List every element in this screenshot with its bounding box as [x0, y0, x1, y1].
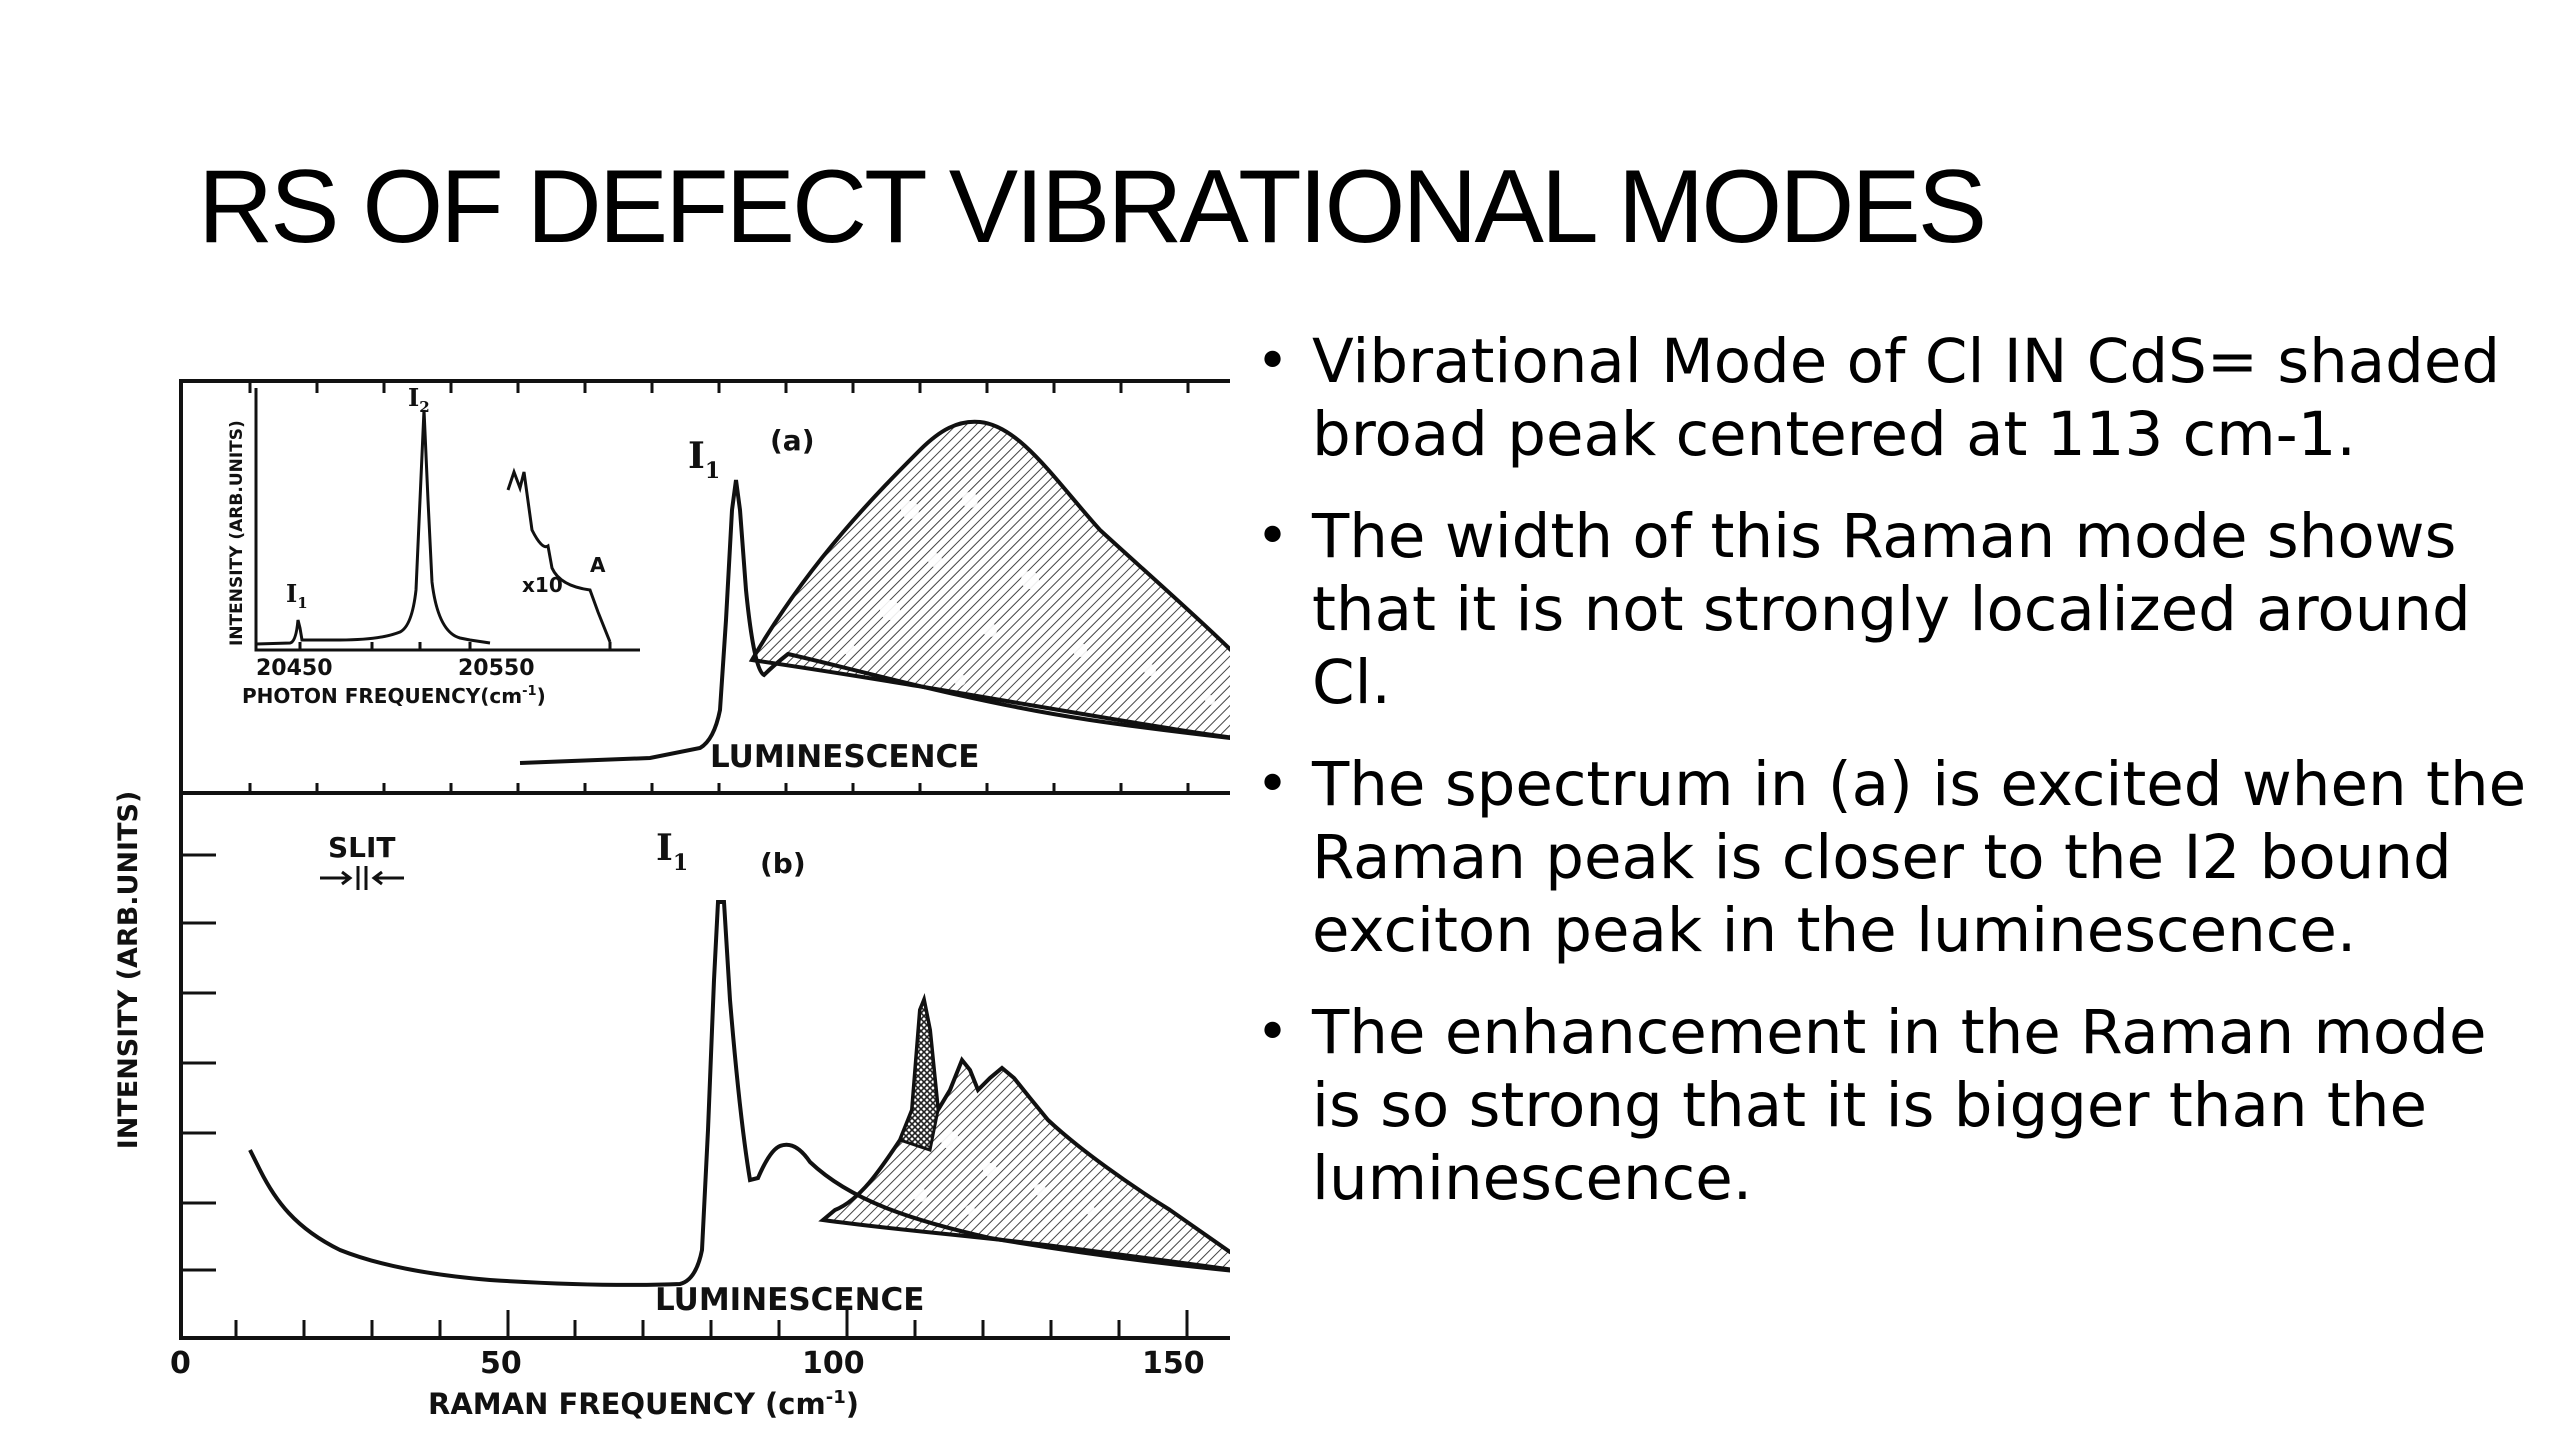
slit-label: SLIT	[328, 831, 396, 864]
panel-b-luminescence-label: LUMINESCENCE	[655, 1282, 924, 1318]
spectrum-figure: (a) I1 LUMINESCENCE INTENSITY (ARB.UNITS…	[90, 350, 1230, 1430]
raman-spectra-figure: (a) I1 LUMINESCENCE INTENSITY (ARB.UNITS…	[113, 379, 1230, 1421]
panel-a-peak-label: I1	[688, 435, 720, 484]
panel-b-peak-label: I1	[656, 827, 688, 876]
bullet-item: The enhancement in the Raman mode is so …	[1252, 996, 2547, 1215]
x-tick-0: 0	[170, 1346, 191, 1381]
panel-b-sparkles	[913, 1131, 1095, 1215]
panel-a-tag: (a)	[770, 424, 815, 457]
bottom-axis-ticks	[234, 1310, 1189, 1338]
x-tick-100: 100	[802, 1346, 865, 1381]
inset-magnification: x10	[522, 573, 563, 597]
inset-x-label: PHOTON FREQUENCY(cm-1)	[242, 684, 546, 708]
inset-y-label: INTENSITY (ARB.UNITS)	[227, 420, 247, 646]
inset-x-tick-0: 20450	[256, 656, 333, 681]
inset-point-a: A	[590, 553, 606, 577]
slit-marker	[320, 866, 404, 890]
inset-x10-trace	[506, 467, 612, 643]
slide-title: RS OF DEFECT VIBRATIONAL MODES	[198, 149, 1987, 265]
panel-b-tag: (b)	[760, 847, 806, 880]
x-tick-150: 150	[1142, 1346, 1205, 1381]
panel-a-raman-band	[748, 419, 1230, 740]
panel-b-raman-band	[818, 993, 1230, 1272]
panel-a-top-ticks	[248, 381, 1190, 393]
inset-peak-i2: I2	[408, 383, 430, 416]
inset-peak-i1: I1	[286, 579, 308, 612]
bullet-item: Vibrational Mode of Cl IN CdS= shaded br…	[1252, 325, 2547, 471]
panel-a-luminescence-label: LUMINESCENCE	[710, 739, 979, 775]
inset-x-tick-1: 20550	[458, 656, 535, 681]
panel-b-luminescence-curve	[248, 900, 1230, 1287]
panel-b-top-ticks	[248, 783, 1190, 793]
bullet-item: The width of this Raman mode shows that …	[1252, 500, 2547, 719]
panel-a-luminescence-curve	[519, 479, 1230, 765]
bullet-list: Vibrational Mode of Cl IN CdS= shaded br…	[1252, 325, 2547, 1244]
bullet-item: The spectrum in (a) is excited when the …	[1252, 748, 2547, 967]
y-axis-label: INTENSITY (ARB.UNITS)	[113, 791, 144, 1150]
panel-a-inset: INTENSITY (ARB.UNITS) 20450 20550 PHOTON…	[227, 383, 640, 708]
left-axis-ticks	[181, 853, 216, 1272]
inset-spectrum	[255, 409, 491, 646]
x-axis-label: RAMAN FREQUENCY (cm-1)	[428, 1387, 859, 1421]
panel-b-frame	[179, 791, 1230, 1340]
inset-axes	[254, 388, 640, 652]
x-tick-50: 50	[480, 1346, 522, 1381]
panel-b-sharp-peak	[898, 994, 940, 1152]
panel-a-sparkles	[844, 492, 1215, 705]
